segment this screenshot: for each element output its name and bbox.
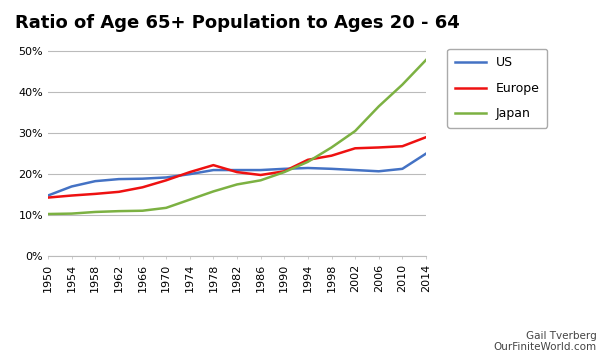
Text: Gail Tverberg
OurFiniteWorld.com: Gail Tverberg OurFiniteWorld.com [494, 331, 597, 352]
Europe [44, 195, 52, 200]
US [375, 169, 382, 173]
US [115, 177, 122, 181]
US [422, 152, 430, 156]
Europe [92, 192, 99, 196]
Europe [163, 178, 170, 183]
Europe [186, 170, 193, 174]
Japan [233, 182, 241, 187]
Japan [375, 104, 382, 109]
Japan [92, 210, 99, 214]
Europe [68, 193, 75, 198]
Legend: US, Europe, Japan: US, Europe, Japan [448, 49, 547, 128]
US [304, 166, 311, 170]
Line: Japan: Japan [48, 60, 426, 214]
US [257, 168, 264, 172]
Europe [233, 170, 241, 174]
Japan [304, 160, 311, 164]
Japan [186, 198, 193, 202]
US [281, 167, 288, 171]
Japan [210, 189, 217, 194]
Japan [163, 206, 170, 210]
US [139, 177, 146, 181]
Europe [115, 190, 122, 194]
Europe [257, 173, 264, 177]
Japan [328, 145, 335, 150]
Japan [257, 178, 264, 183]
Japan [281, 170, 288, 174]
Line: US: US [48, 154, 426, 195]
Japan [139, 209, 146, 213]
Japan [422, 58, 430, 62]
Japan [44, 212, 52, 216]
Japan [399, 83, 406, 87]
Japan [68, 211, 75, 216]
US [210, 168, 217, 172]
Japan [352, 129, 359, 133]
US [328, 167, 335, 171]
Europe [328, 153, 335, 158]
US [233, 168, 241, 172]
US [44, 193, 52, 198]
Europe [139, 185, 146, 189]
US [399, 167, 406, 171]
Europe [422, 135, 430, 139]
Europe [375, 145, 382, 150]
US [68, 184, 75, 189]
US [163, 175, 170, 179]
Europe [399, 144, 406, 148]
Europe [352, 146, 359, 151]
US [352, 168, 359, 172]
Europe [281, 169, 288, 173]
Line: Europe: Europe [48, 137, 426, 198]
US [92, 179, 99, 183]
Text: Ratio of Age 65+ Population to Ages 20 - 64: Ratio of Age 65+ Population to Ages 20 -… [14, 14, 460, 32]
Japan [115, 209, 122, 213]
Europe [210, 163, 217, 167]
US [186, 172, 193, 176]
Europe [304, 158, 311, 162]
